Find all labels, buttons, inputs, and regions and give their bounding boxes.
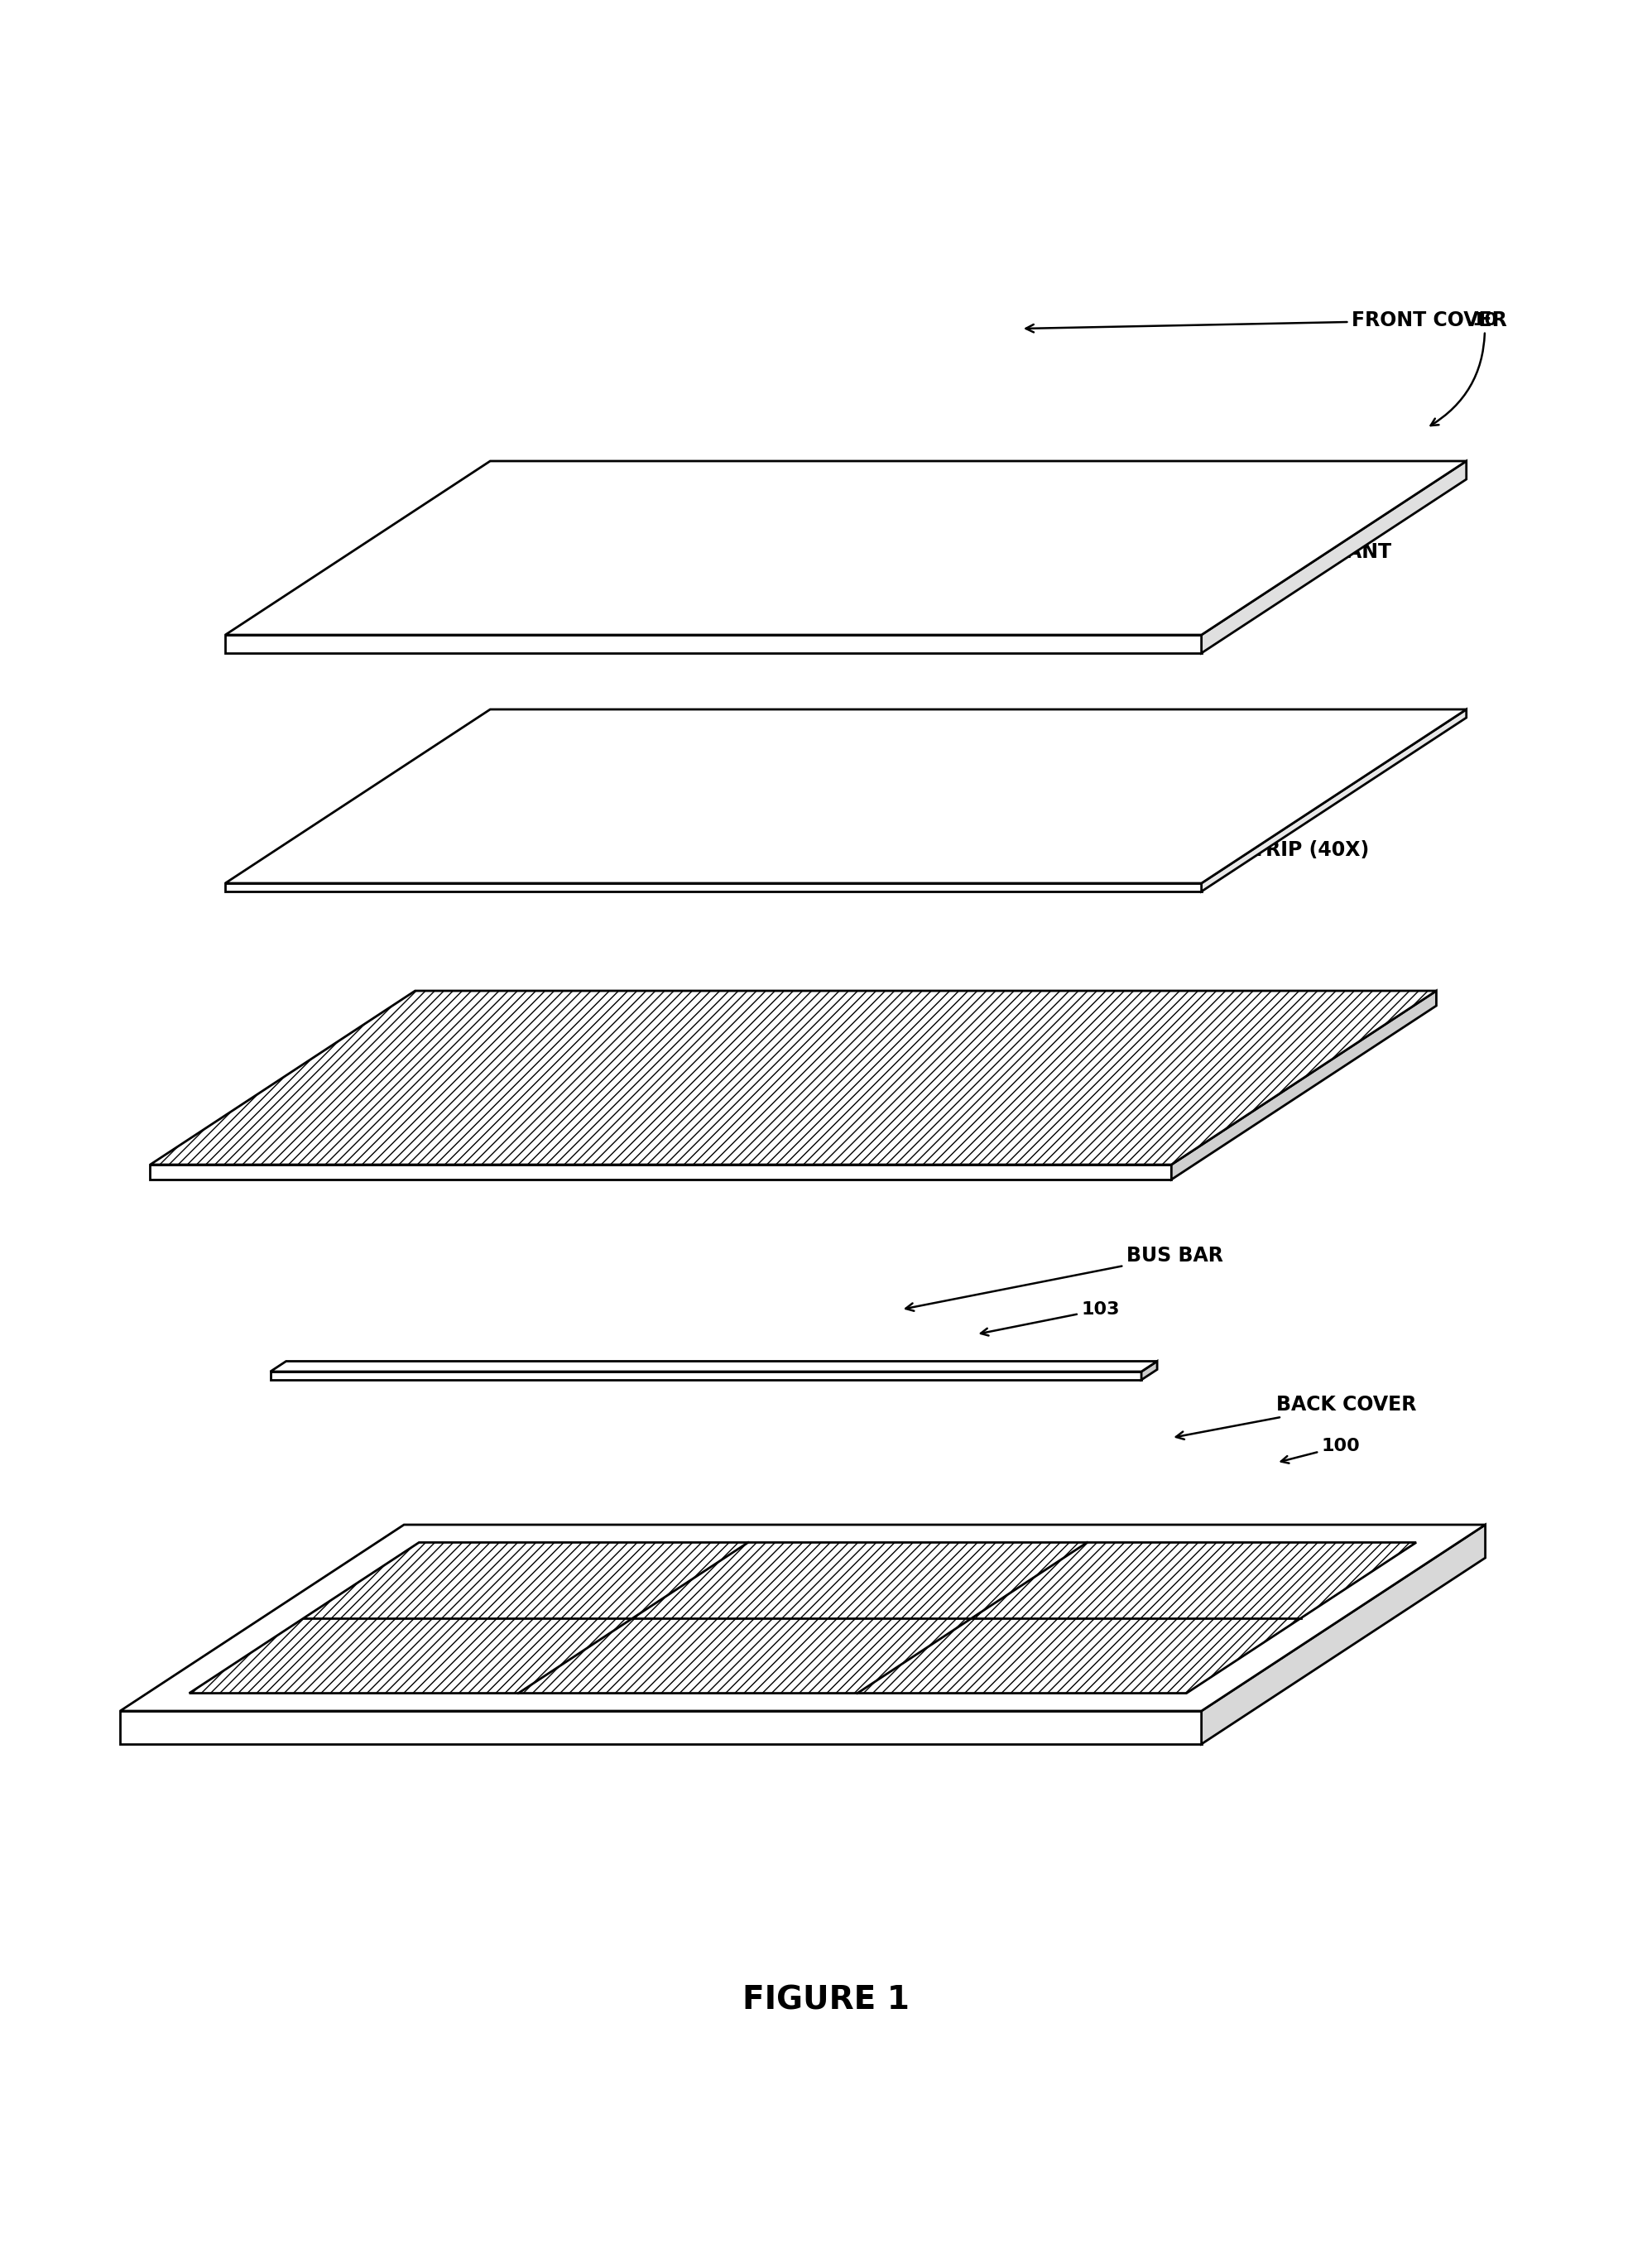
Text: FIGURE 1: FIGURE 1 [742, 1986, 910, 2017]
Polygon shape [225, 708, 1467, 884]
Polygon shape [271, 1361, 1156, 1372]
Polygon shape [1171, 992, 1436, 1178]
Polygon shape [150, 992, 1436, 1165]
Text: ENCAPSULANT: ENCAPSULANT [1132, 542, 1393, 594]
Polygon shape [225, 884, 1201, 891]
Polygon shape [1142, 1361, 1156, 1381]
Polygon shape [225, 634, 1201, 652]
Polygon shape [121, 1711, 1201, 1743]
Text: BUS BAR: BUS BAR [905, 1246, 1222, 1311]
Text: 100: 100 [1280, 1437, 1360, 1464]
Polygon shape [225, 461, 1467, 634]
Polygon shape [121, 1525, 1485, 1711]
Text: 121: 121 [1085, 486, 1270, 524]
Polygon shape [1201, 708, 1467, 891]
Text: BACK COVER: BACK COVER [1176, 1394, 1417, 1439]
Polygon shape [190, 1543, 1416, 1693]
Text: 10: 10 [1431, 313, 1498, 425]
Text: 115: 115 [1085, 792, 1270, 834]
Text: PV STRIP (40X): PV STRIP (40X) [1100, 841, 1370, 877]
Text: 103: 103 [981, 1302, 1120, 1336]
Polygon shape [1201, 461, 1467, 652]
Polygon shape [271, 1372, 1142, 1381]
Polygon shape [150, 1165, 1171, 1178]
Text: FRONT COVER: FRONT COVER [1026, 310, 1507, 333]
Text: 101: 101 [636, 1595, 910, 1671]
Text: 105: 105 [935, 1023, 1120, 1102]
Polygon shape [1201, 1525, 1485, 1743]
